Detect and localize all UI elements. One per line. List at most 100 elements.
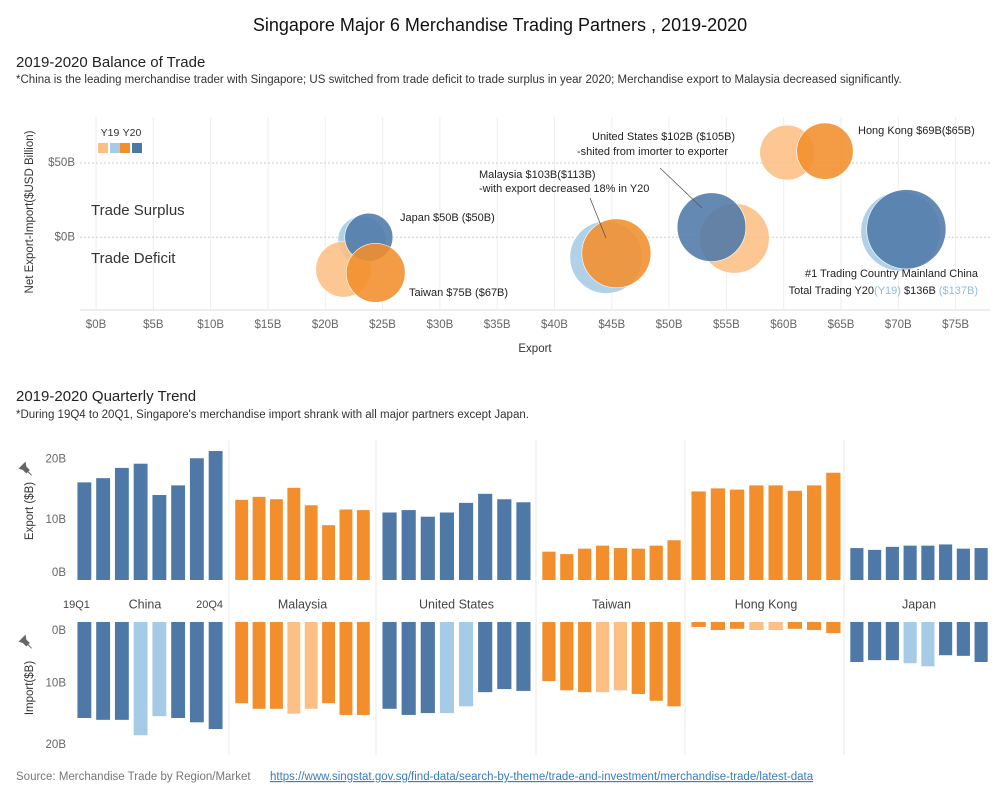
export-bar bbox=[542, 551, 556, 580]
export-bar bbox=[807, 485, 822, 580]
source-link[interactable]: https://www.singstat.gov.sg/find-data/se… bbox=[270, 771, 814, 783]
export-bar bbox=[252, 496, 266, 580]
import-bar bbox=[339, 622, 353, 715]
legend-swatch bbox=[132, 143, 142, 153]
import-bar bbox=[96, 622, 111, 720]
y-tick-label: 20B bbox=[46, 739, 67, 751]
dashboard-title: Singapore Major 6 Merchandise Trading Pa… bbox=[253, 15, 747, 35]
export-bar bbox=[152, 495, 167, 580]
import-bar bbox=[171, 622, 186, 718]
section-note: *China is the leading merchandise trader… bbox=[16, 74, 902, 86]
legend-swatch bbox=[110, 143, 120, 153]
import-bar bbox=[542, 622, 556, 682]
export-bar bbox=[939, 544, 953, 580]
annotation-part: Total Trading Y20 bbox=[789, 285, 874, 297]
export-bar bbox=[77, 482, 92, 580]
annotation: -shited from imorter to exporter bbox=[577, 146, 728, 158]
x-tick-label: $75B bbox=[942, 319, 969, 331]
import-bar bbox=[152, 622, 167, 717]
partner-label: United States bbox=[419, 597, 494, 611]
partner-label: Hong Kong bbox=[735, 597, 798, 611]
export-bar bbox=[850, 548, 864, 580]
source-link-text[interactable]: https://www.singstat.gov.sg/find-data/se… bbox=[270, 771, 814, 783]
import-bar bbox=[439, 622, 455, 714]
import-bar bbox=[189, 622, 204, 723]
annotation: Japan $50B ($50B) bbox=[400, 212, 495, 224]
export-bar bbox=[868, 549, 882, 580]
import-bar bbox=[939, 622, 953, 656]
import-bar bbox=[787, 622, 802, 629]
export-bar bbox=[478, 493, 493, 580]
export-bar bbox=[826, 472, 841, 580]
annotation-part: $136B bbox=[901, 285, 939, 297]
import-bar bbox=[458, 622, 474, 707]
export-bar bbox=[691, 491, 706, 580]
export-bar bbox=[516, 502, 531, 580]
import-bar bbox=[270, 622, 283, 709]
pin-icon bbox=[18, 634, 32, 649]
import-bar bbox=[903, 622, 917, 664]
x-tick-label: $15B bbox=[255, 319, 282, 331]
export-bar bbox=[974, 548, 988, 580]
import-bar bbox=[516, 622, 531, 691]
export-bar bbox=[768, 485, 783, 580]
x-tick-label: $45B bbox=[598, 319, 625, 331]
section-title: 2019-2020 Quarterly Trend bbox=[16, 388, 196, 405]
import-bar bbox=[497, 622, 512, 690]
import-bar bbox=[595, 622, 610, 693]
bubble bbox=[676, 192, 747, 262]
annotation: Hong Kong $69B($65B) bbox=[858, 125, 975, 137]
import-bar bbox=[420, 622, 435, 714]
export-bar bbox=[339, 509, 353, 580]
import-bar bbox=[868, 622, 882, 661]
y-tick-label: $50B bbox=[48, 157, 75, 169]
export-bar bbox=[956, 548, 970, 580]
legend-label: Y19 bbox=[101, 127, 120, 139]
leader-line bbox=[659, 167, 703, 209]
y-tick-label: 10B bbox=[46, 514, 67, 526]
section-title: 2019-2020 Balance of Trade bbox=[16, 54, 205, 71]
import-bar bbox=[956, 622, 970, 656]
import-bar bbox=[974, 622, 988, 662]
note-box: *China is the leading merchandise trader… bbox=[16, 74, 902, 86]
section-note: *During 19Q4 to 20Q1, Singapore's mercha… bbox=[16, 409, 529, 421]
import-bar bbox=[252, 622, 266, 709]
x-tick-label: $10B bbox=[197, 319, 224, 331]
import-bar bbox=[356, 622, 370, 715]
import-bar bbox=[710, 622, 725, 630]
export-bar bbox=[560, 554, 574, 580]
partner-label: Taiwan bbox=[592, 597, 631, 611]
export-bar bbox=[787, 490, 802, 580]
export-bar bbox=[189, 458, 204, 580]
import-bar bbox=[850, 622, 864, 662]
bubble bbox=[796, 122, 854, 180]
surplus-label: Trade Surplus bbox=[91, 202, 185, 219]
import-bar bbox=[921, 622, 935, 667]
import-bar bbox=[749, 622, 764, 630]
partner-label: Japan bbox=[902, 597, 936, 611]
x-tick-label: $60B bbox=[770, 319, 797, 331]
leader-line bbox=[589, 197, 607, 239]
export-bar bbox=[208, 451, 223, 580]
export-bar bbox=[287, 487, 301, 580]
export-bar bbox=[96, 478, 111, 580]
bubbles bbox=[315, 122, 947, 303]
export-bar bbox=[730, 489, 745, 580]
export-bar bbox=[458, 502, 474, 580]
import-bar bbox=[613, 622, 628, 691]
import-bar bbox=[77, 622, 92, 718]
export-bar bbox=[401, 510, 416, 580]
import-bar bbox=[768, 622, 783, 630]
export-bar bbox=[322, 525, 335, 580]
export-bar bbox=[749, 485, 764, 580]
import-bar bbox=[560, 622, 574, 691]
x-tick-label: $5B bbox=[143, 319, 164, 331]
import-bar bbox=[691, 622, 706, 627]
import-bar bbox=[235, 622, 249, 704]
export-bar bbox=[921, 545, 935, 580]
export-bar bbox=[133, 463, 148, 580]
import-bar bbox=[578, 622, 592, 693]
annotation: Taiwan $75B ($67B) bbox=[409, 287, 508, 299]
export-bar bbox=[667, 540, 681, 580]
